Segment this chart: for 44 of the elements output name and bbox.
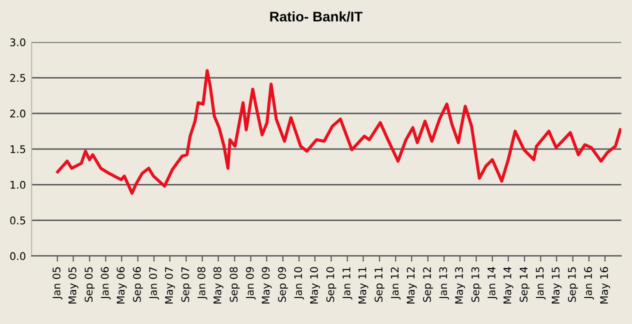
- x-tick-label: Jan 06: [100, 267, 111, 300]
- y-tick-label: 0.0: [10, 252, 26, 260]
- y-tick-label: 2.0: [10, 110, 26, 118]
- x-tick-label: May 10: [310, 267, 320, 304]
- y-tick-label: 1.5: [10, 145, 26, 154]
- x-tick-label: May 05: [68, 267, 78, 304]
- x-tick-label: May 11: [358, 267, 368, 304]
- x-tick-label: Sep 07: [181, 267, 192, 302]
- x-tick-label: Jan 07: [149, 267, 159, 300]
- chart-title: Ratio- Bank/IT: [270, 11, 363, 22]
- y-tick-label: 0.5: [10, 216, 26, 224]
- x-tick-label: Sep 11: [374, 267, 385, 302]
- x-tick-label: Sep 08: [230, 267, 240, 302]
- x-tick-label: Jan 12: [390, 267, 401, 300]
- x-tick-label: Sep 09: [278, 267, 288, 302]
- x-tick-label: May 15: [552, 267, 562, 304]
- x-tick-label: Sep 14: [520, 266, 530, 302]
- x-tick-label: May 14: [504, 266, 514, 304]
- x-tick-label: Jan 11: [342, 267, 352, 300]
- line-series: [56, 69, 622, 195]
- x-tick-label: Sep 13: [471, 267, 482, 302]
- y-tick-label: 2.5: [10, 74, 26, 82]
- x-tick-label: Sep 15: [568, 267, 578, 302]
- x-tick-label: Jan 15: [536, 267, 546, 300]
- x-tick-label: Sep 10: [326, 267, 336, 302]
- x-tick-label: Jan 13: [439, 267, 450, 300]
- x-tick-label: May 13: [455, 267, 465, 304]
- x-tick-label: May 06: [116, 267, 127, 304]
- x-tick-label: Jan 09: [246, 267, 256, 300]
- x-tick-label: Sep 06: [133, 267, 143, 302]
- y-tick-label: 1.0: [10, 180, 26, 189]
- x-tick-label: Jan 14: [488, 266, 498, 300]
- y-tick-label: 3.0: [10, 38, 26, 46]
- x-tick-label: May 08: [213, 267, 224, 304]
- x-tick-label: Sep 12: [423, 267, 433, 302]
- x-tick-label: Jan 08: [197, 267, 208, 300]
- x-tick-label: May 09: [262, 267, 272, 304]
- x-tick-label: May 07: [165, 267, 175, 304]
- x-tick-label: May 16: [600, 267, 610, 304]
- x-tick-label: Jan 05: [52, 267, 62, 300]
- x-tick-label: Sep 05: [84, 267, 95, 302]
- x-tick-label: Jan 10: [294, 267, 304, 300]
- x-tick-label: May 12: [406, 267, 417, 304]
- x-tick-label: Jan 16: [584, 267, 594, 300]
